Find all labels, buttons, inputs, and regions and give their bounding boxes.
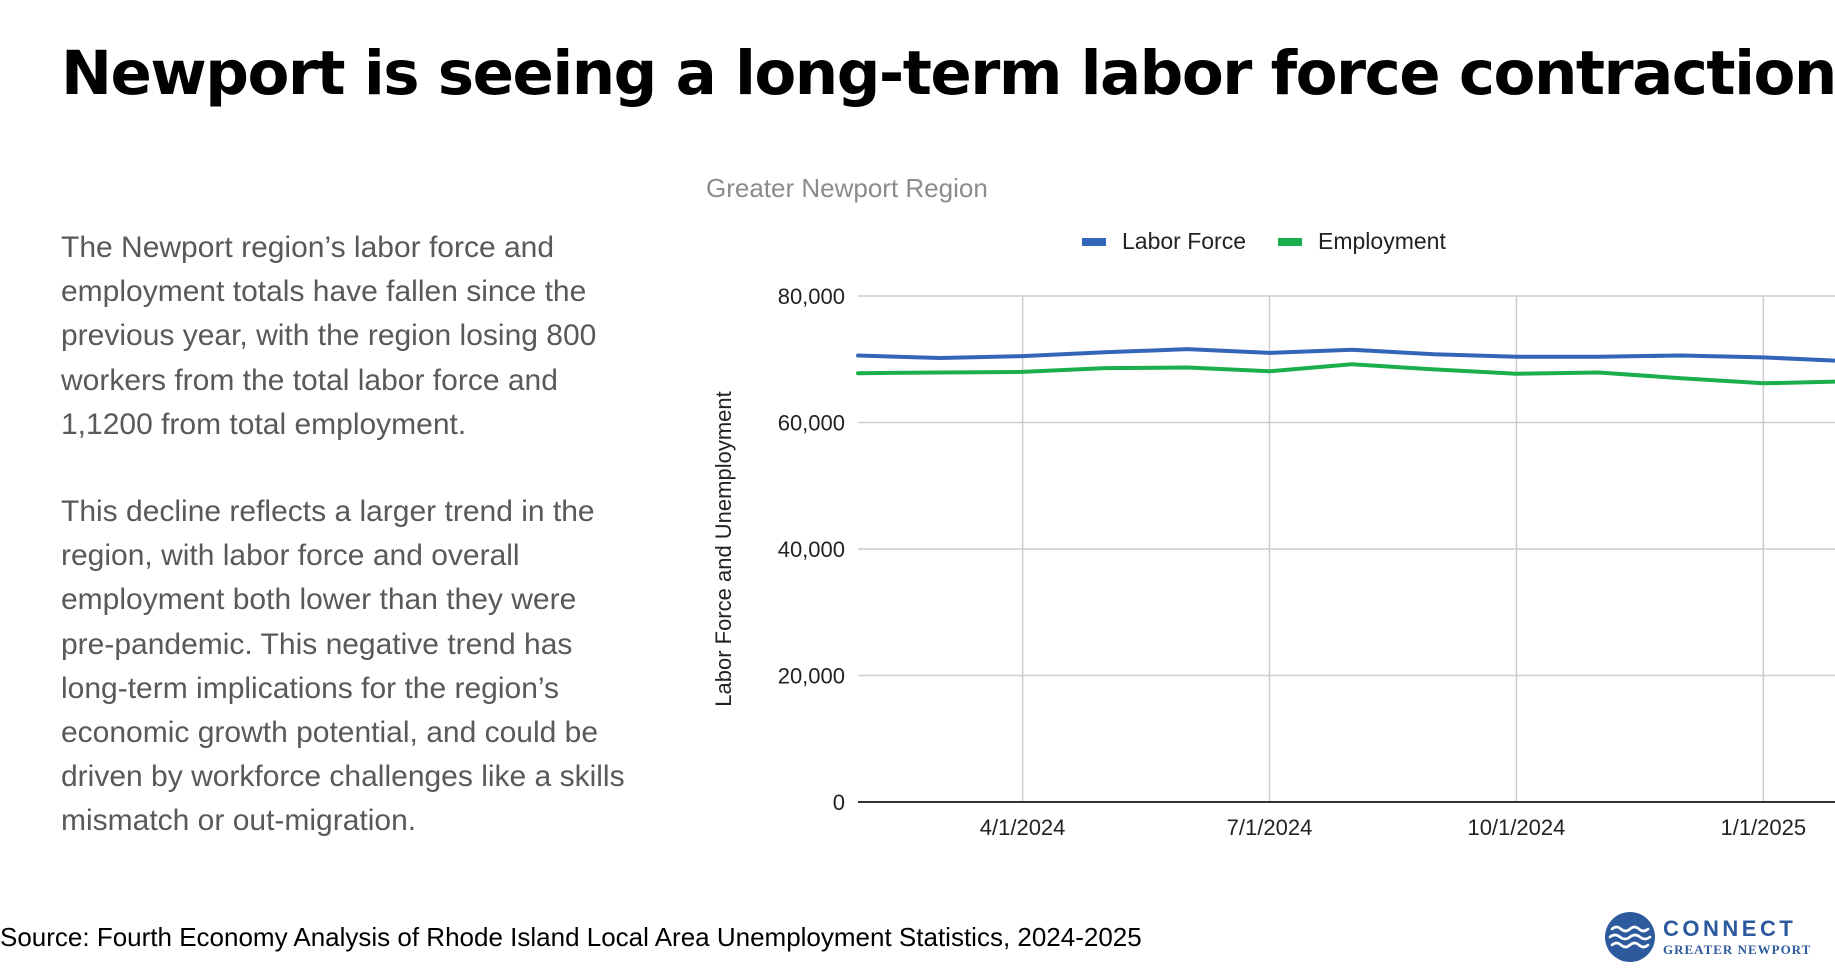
x-tick-label: 4/1/2024	[980, 815, 1066, 840]
paragraph-1: The Newport region’s labor force and emp…	[61, 231, 597, 441]
series-line-employment	[856, 362, 1835, 386]
logo-line-1: CONNECT	[1663, 916, 1797, 941]
x-tick-label: 7/1/2024	[1227, 815, 1313, 840]
legend-item-employment: Employment	[1278, 228, 1446, 255]
wave-logo-icon	[1605, 912, 1655, 962]
body-text: The Newport region’s labor force and emp…	[61, 226, 631, 887]
x-tick-label: 10/1/2024	[1467, 815, 1565, 840]
chart-legend: Labor Force Employment	[1082, 228, 1478, 255]
y-axis-label: Labor Force and Unemployment	[711, 391, 736, 707]
series-line-labor-force	[856, 347, 1835, 363]
chart-title: Greater Newport Region	[706, 173, 988, 203]
x-tick-label: 1/1/2025	[1720, 815, 1806, 840]
y-tick-label: 80,000	[778, 284, 845, 309]
logo: CONNECT GREATER NEWPORT	[1604, 911, 1811, 963]
source-note: Source: Fourth Economy Analysis of Rhode…	[0, 922, 1142, 952]
y-tick-label: 20,000	[778, 664, 845, 689]
legend-label-employment: Employment	[1318, 228, 1446, 254]
legend-item-labor-force: Labor Force	[1082, 228, 1246, 255]
logo-line-2: GREATER NEWPORT	[1663, 942, 1812, 957]
legend-label-labor-force: Labor Force	[1122, 228, 1247, 254]
legend-swatch-labor-force	[1082, 237, 1106, 246]
legend-swatch-employment	[1278, 237, 1303, 246]
headline: Newport is seeing a long-term labor forc…	[61, 38, 1835, 109]
y-tick-label: 60,000	[778, 411, 845, 436]
y-tick-label: 0	[833, 790, 845, 815]
paragraph-2: This decline reflects a larger trend in …	[61, 495, 625, 838]
y-tick-label: 40,000	[778, 537, 845, 562]
logo-text: CONNECT GREATER NEWPORT	[1663, 916, 1812, 957]
